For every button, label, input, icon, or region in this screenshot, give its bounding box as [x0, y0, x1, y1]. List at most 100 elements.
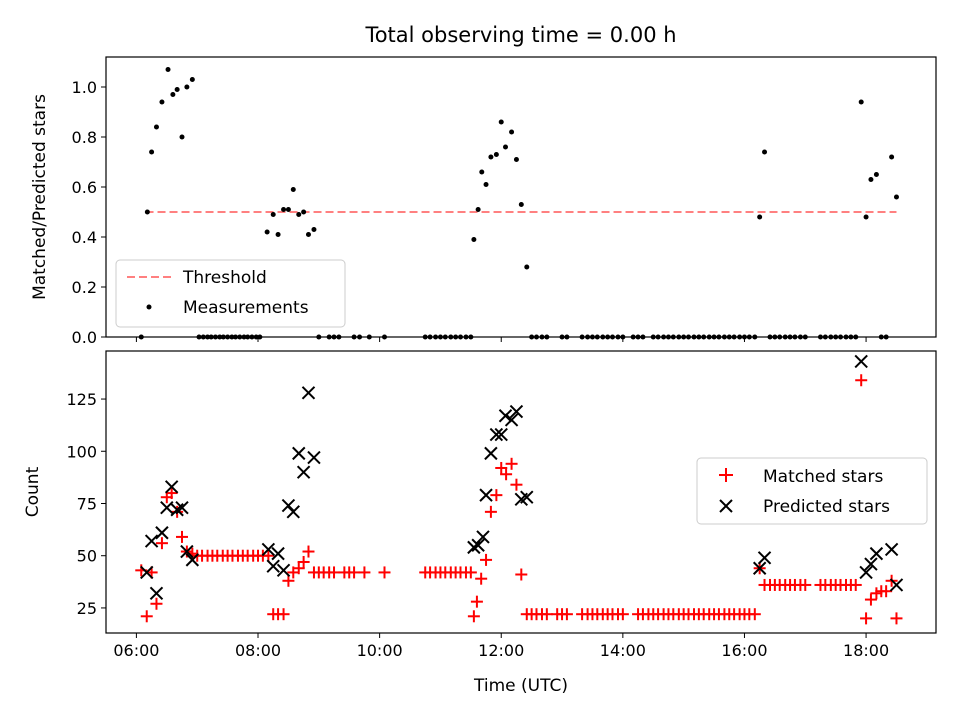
measurement-point — [757, 214, 763, 220]
matched-point — [880, 585, 893, 598]
ratio-x-ticks — [135, 337, 867, 342]
predicted-point — [292, 446, 306, 461]
measurement-point — [471, 237, 477, 242]
count-x-tick-label: 16:00 — [721, 641, 767, 660]
measurement-point — [275, 232, 281, 237]
matched-point — [864, 593, 877, 606]
count-legend: Matched stars Predicted stars — [696, 457, 928, 525]
matched-point — [470, 595, 483, 608]
count-panel: 25 50 75 100 125 06:00 08:00 10:00 12:00 14:00 16… — [23, 350, 937, 696]
measurement-point — [296, 212, 302, 217]
matched-point — [475, 572, 488, 585]
measurement-point — [863, 214, 869, 220]
matched-point — [464, 566, 477, 579]
matched-point — [176, 530, 189, 543]
matched-point — [165, 487, 178, 500]
matched-point — [302, 545, 315, 558]
predicted-point — [307, 450, 321, 465]
predicted-point — [752, 561, 767, 575]
count-x-tick-label: 06:00 — [113, 641, 159, 660]
predicted-point — [144, 534, 159, 548]
ratio-y-tick-label: 0.4 — [72, 228, 97, 247]
ratio-panel: 0.0 0.2 0.4 0.6 0.8 1.0 Matched/Predicted sta… — [30, 56, 937, 347]
ratio-y-tick-label: 1.0 — [72, 78, 97, 97]
predicted-point — [884, 542, 899, 557]
measurement-point — [502, 144, 508, 150]
count-y-ticks: 25 50 75 100 125 — [66, 390, 106, 618]
measurement-point — [311, 227, 317, 232]
measurement-point — [184, 84, 190, 90]
predicted-point — [854, 354, 868, 369]
measurement-point — [170, 92, 176, 97]
measurement-point — [518, 202, 524, 207]
matched-point — [292, 562, 305, 575]
matched-point — [849, 578, 862, 591]
matched-point — [358, 566, 371, 579]
predicted-point — [471, 538, 485, 552]
matched-point — [282, 574, 295, 587]
measurement-point — [762, 149, 768, 155]
count-x-tick-label: 08:00 — [235, 641, 281, 660]
ratio-y-tick-label: 0.8 — [72, 128, 97, 147]
count-y-tick-label: 50 — [77, 547, 97, 566]
measurement-point — [159, 99, 165, 105]
matched-point — [748, 608, 761, 621]
count-plot-area — [135, 354, 904, 625]
matched-point — [484, 505, 497, 518]
predicted-point — [859, 565, 873, 580]
matched-point — [328, 566, 341, 579]
measurements-legend-swatch — [146, 304, 152, 310]
ratio-y-tick-label: 0.6 — [72, 178, 97, 197]
measurement-point — [179, 134, 185, 140]
measurement-point — [475, 207, 481, 212]
measurement-point — [305, 232, 311, 237]
matched-point — [560, 608, 573, 621]
measurement-point — [174, 87, 180, 92]
measurement-point — [264, 229, 270, 235]
predicted-point — [864, 557, 878, 571]
predicted-point — [266, 559, 280, 573]
matched-point — [378, 566, 391, 579]
ratio-legend: Threshold Measurements — [115, 259, 346, 328]
measurements-legend-label: Measurements — [183, 298, 309, 318]
measurement-point — [281, 207, 287, 212]
predicted-legend-swatch — [719, 499, 733, 513]
predicted-legend-label: Predicted stars — [763, 497, 890, 517]
predicted-point — [140, 565, 154, 580]
measurement-point — [479, 169, 485, 175]
figure-title: Total observing time = 0.00 h — [364, 23, 676, 47]
matched-point — [616, 608, 629, 621]
predicted-point — [185, 553, 200, 567]
matched-point — [150, 597, 163, 610]
predicted-point — [520, 490, 534, 504]
measurement-point — [524, 264, 530, 270]
measurement-point — [290, 187, 296, 192]
measurement-point — [889, 154, 895, 160]
matched-point — [515, 568, 528, 581]
count-y-axis-label: Count — [23, 466, 43, 517]
predicted-point — [164, 480, 179, 494]
ratio-y-axis-label: Matched/Predicted stars — [30, 94, 50, 300]
ratio-y-ticks: 0.0 0.2 0.4 0.6 0.8 1.0 — [72, 78, 106, 347]
predicted-point — [489, 427, 504, 442]
count-plot-frame — [105, 350, 937, 634]
matched-point — [495, 461, 508, 474]
matched-point — [467, 610, 480, 623]
matched-point — [262, 549, 275, 562]
matched-legend-label: Matched stars — [763, 467, 883, 487]
matched-point — [540, 608, 553, 621]
measurement-point — [873, 172, 879, 177]
count-x-tick-label: 14:00 — [600, 641, 646, 660]
predicted-point — [271, 546, 285, 561]
measurement-point — [868, 177, 874, 182]
count-legend-box — [696, 457, 928, 525]
predicted-point — [869, 546, 884, 561]
predicted-point — [509, 404, 524, 419]
count-x-axis-label: Time (UTC) — [473, 676, 568, 696]
matched-stars-series — [135, 374, 903, 625]
matched-point — [855, 374, 868, 387]
matched-point — [890, 612, 903, 625]
predicted-point — [149, 586, 164, 601]
matched-point — [277, 608, 290, 621]
matched-legend-swatch — [719, 468, 733, 482]
